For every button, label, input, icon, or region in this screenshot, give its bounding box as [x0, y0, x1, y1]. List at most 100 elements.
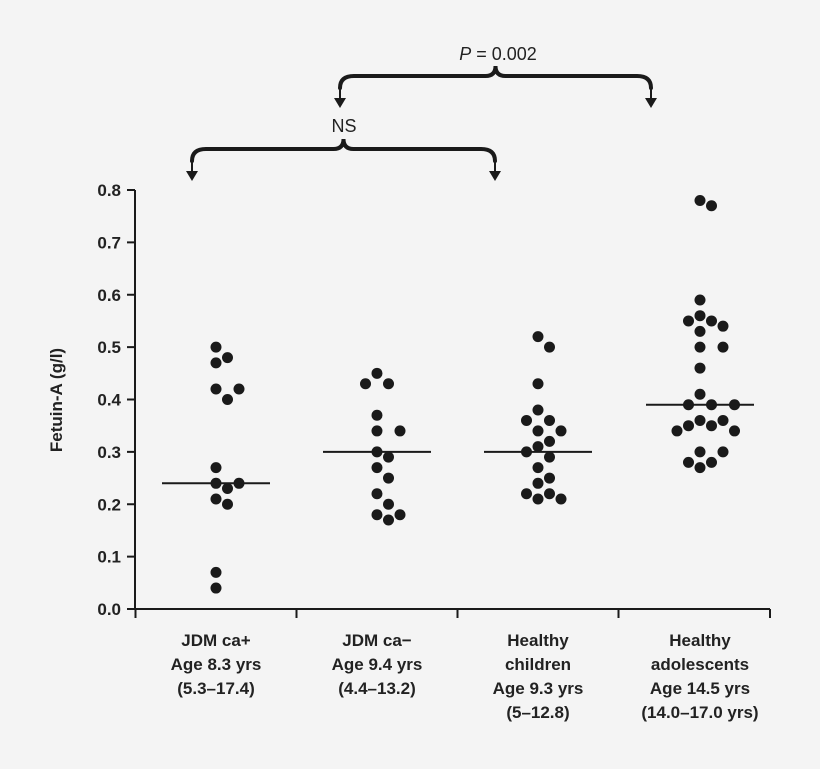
data-point: [394, 509, 406, 521]
x-category-label: (4.4–13.2): [338, 679, 416, 698]
data-point: [706, 315, 717, 327]
data-point: [383, 472, 394, 484]
data-point: [694, 194, 706, 206]
data-point: [521, 488, 532, 500]
p-value-arrow-head: [334, 98, 346, 108]
x-category-label: adolescents: [651, 655, 749, 674]
data-point: [371, 425, 383, 437]
y-tick-label: 0.1: [97, 548, 121, 567]
x-category-label: Age 9.3 yrs: [493, 679, 584, 698]
data-point: [717, 320, 729, 332]
y-tick-label: 0.0: [97, 600, 121, 619]
data-point: [532, 378, 544, 390]
x-category-label: JDM ca+: [181, 631, 251, 650]
p-value-arrow-head: [645, 98, 657, 108]
data-point: [694, 446, 706, 458]
data-point: [371, 462, 383, 474]
data-point: [371, 367, 383, 379]
data-point: [706, 420, 717, 432]
data-point: [532, 462, 544, 474]
ns-label: NS: [331, 116, 356, 136]
ns-arrow-head: [186, 171, 198, 181]
data-point: [210, 383, 222, 395]
data-point: [717, 341, 729, 353]
data-point: [532, 477, 544, 489]
data-points: [210, 194, 740, 594]
data-point: [371, 488, 383, 500]
data-point: [210, 462, 222, 474]
x-category-label: (5–12.8): [506, 703, 569, 722]
data-point: [394, 425, 406, 437]
y-tick-label: 0.3: [97, 443, 121, 462]
data-point: [532, 493, 544, 505]
data-point: [671, 425, 683, 437]
data-point: [210, 582, 222, 594]
y-tick-label: 0.4: [97, 391, 121, 410]
data-point: [544, 451, 555, 463]
data-point: [371, 409, 383, 421]
data-point: [222, 483, 233, 495]
x-category-label: children: [505, 655, 571, 674]
data-point: [222, 498, 233, 510]
data-point: [210, 357, 222, 369]
data-point: [717, 446, 729, 458]
x-category-label: JDM ca−: [342, 631, 412, 650]
data-point: [360, 378, 371, 390]
x-category-label: Age 14.5 yrs: [650, 679, 750, 698]
x-axis: JDM ca+ Age 8.3 yrs (5.3–17.4) JDM ca− Age 9…: [134, 608, 771, 722]
data-point: [383, 378, 394, 390]
data-point: [383, 498, 394, 510]
data-point: [717, 414, 729, 426]
data-point: [706, 456, 717, 468]
median-lines: [162, 403, 754, 485]
data-point: [544, 341, 555, 353]
data-point: [694, 341, 706, 353]
data-point: [683, 315, 694, 327]
data-point: [233, 383, 245, 395]
data-point: [544, 435, 555, 447]
data-point: [532, 425, 544, 437]
y-tick-label: 0.8: [97, 181, 121, 200]
y-axis-title: Fetuin-A (g/l): [47, 348, 66, 452]
p-value-label: P = 0.002: [459, 44, 537, 64]
data-point: [210, 493, 222, 505]
data-point: [683, 456, 694, 468]
data-point: [555, 425, 567, 437]
y-axis: 0.0 0.1 0.2 0.3 0.4 0.5 0.6 0.7 0.8: [97, 181, 136, 619]
data-point: [694, 325, 706, 337]
data-point: [383, 451, 394, 463]
x-category-label: Age 8.3 yrs: [171, 655, 262, 674]
data-point: [383, 514, 394, 526]
data-point: [532, 441, 544, 453]
ns-bracket: [190, 138, 497, 163]
data-point: [706, 200, 717, 212]
data-point: [694, 414, 706, 426]
y-tick-label: 0.2: [97, 495, 121, 514]
data-point: [694, 294, 706, 306]
data-point: [532, 331, 544, 343]
data-point: [544, 414, 555, 426]
data-point: [729, 425, 740, 437]
data-point: [521, 414, 532, 426]
data-point: [222, 352, 233, 364]
x-category-label: Healthy: [669, 631, 731, 650]
x-category-label: (14.0–17.0 yrs): [641, 703, 758, 722]
y-tick-label: 0.7: [97, 233, 121, 252]
y-tick-label: 0.6: [97, 286, 121, 305]
data-point: [694, 388, 706, 400]
data-point: [532, 404, 544, 416]
x-category-label: Age 9.4 yrs: [332, 655, 423, 674]
data-point: [694, 362, 706, 374]
data-point: [694, 462, 706, 474]
data-point: [222, 394, 233, 405]
p-value-bracket: [338, 65, 653, 90]
x-category-label: (5.3–17.4): [177, 679, 255, 698]
data-point: [555, 493, 567, 505]
data-point: [210, 341, 222, 353]
data-point: [683, 420, 694, 432]
data-point: [544, 488, 555, 500]
significance-annotations: P = 0.002 NS: [186, 44, 657, 181]
x-category-label: Healthy: [507, 631, 569, 650]
data-point: [371, 509, 383, 521]
